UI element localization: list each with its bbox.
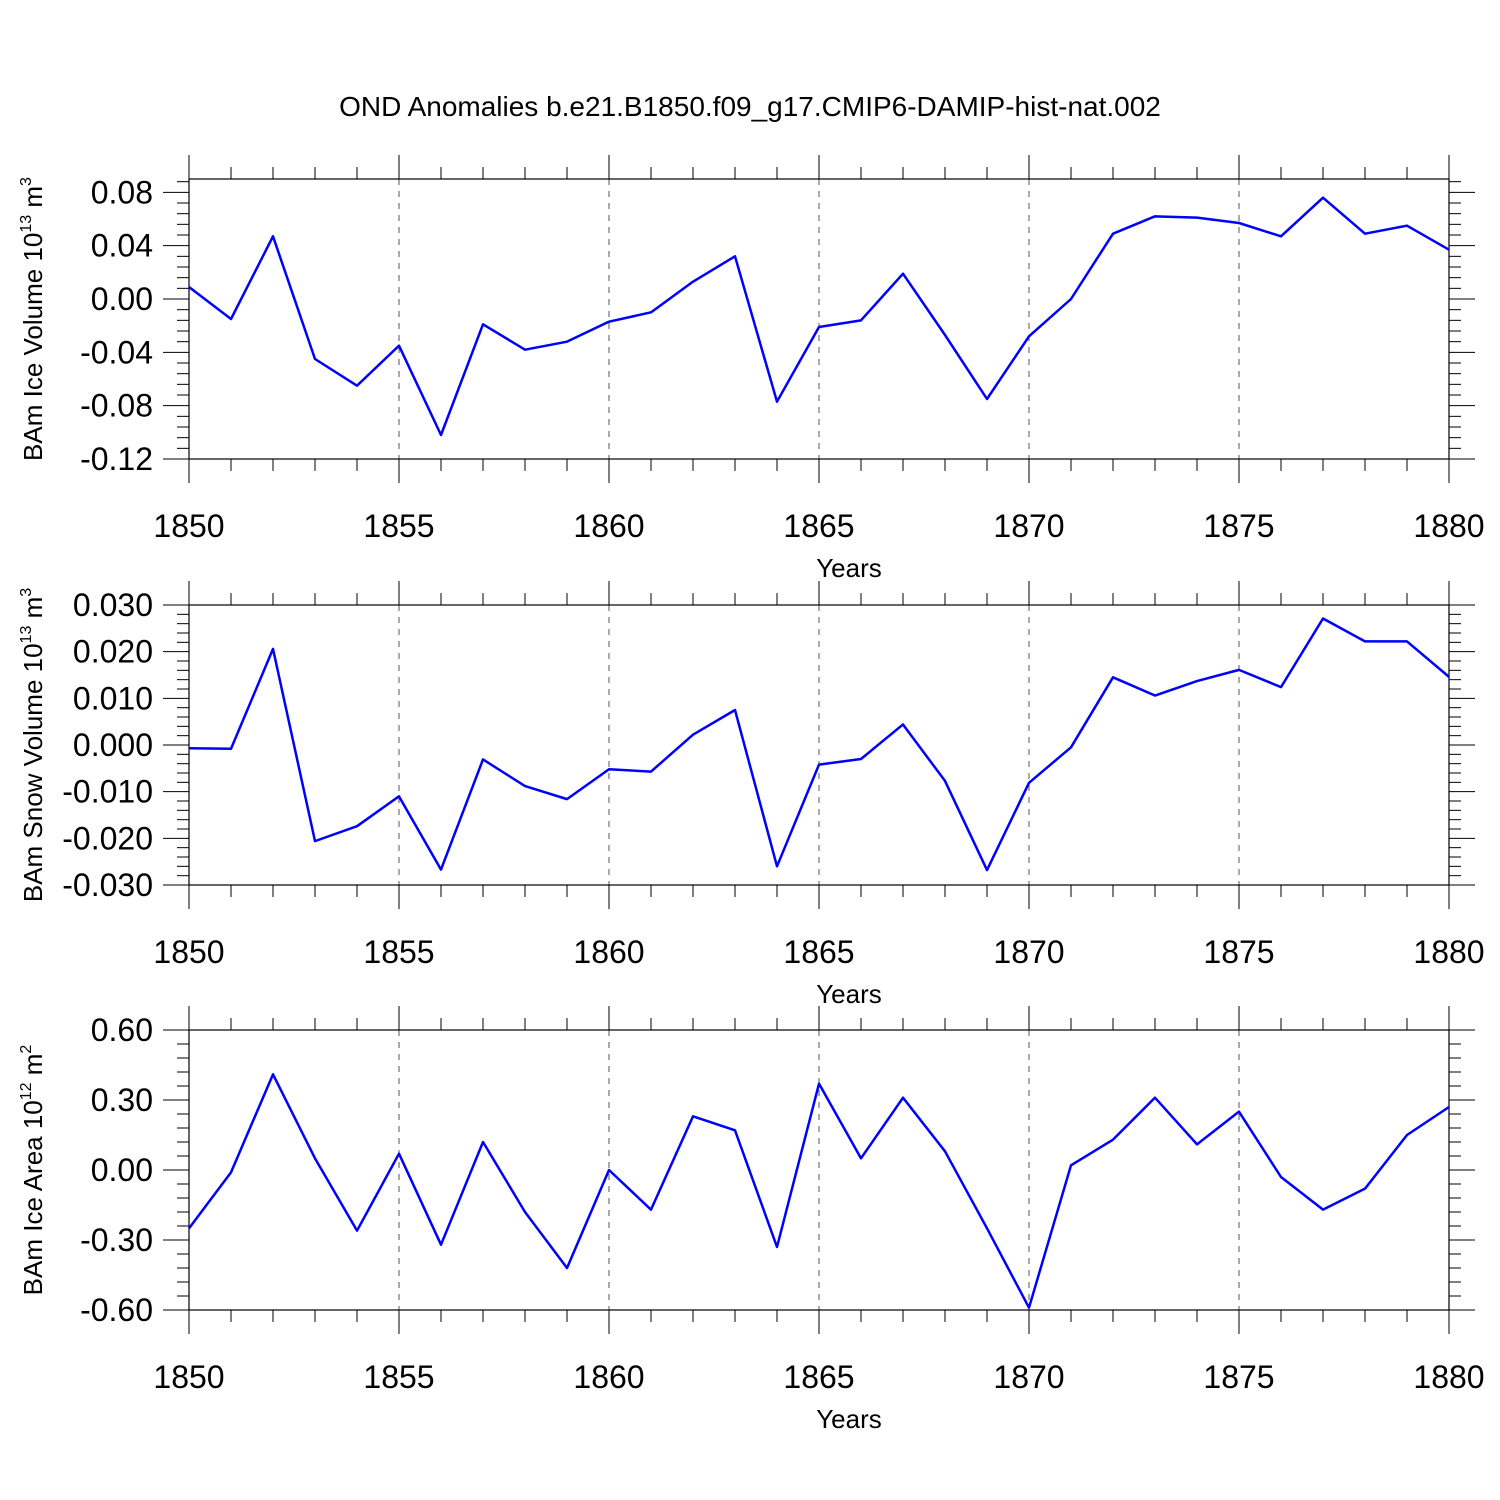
y-axis-title: BAm Snow Volume 1013 m3 <box>18 588 48 902</box>
x-tick-label: 1855 <box>363 508 434 544</box>
y-axis-title-text: BAm Snow Volume 10 <box>18 643 48 902</box>
x-tick-label: 1865 <box>783 508 854 544</box>
y-tick-label: -0.08 <box>80 388 153 424</box>
x-tick-label: 1880 <box>1413 1359 1484 1395</box>
panels: -0.12 -0.08 -0.04 0.00 0.04 0.08 1850 1855 1860 1… <box>18 155 1485 1434</box>
x-tick-label: 1855 <box>363 1359 434 1395</box>
y-axis-title-exponent: 13 <box>18 626 35 644</box>
x-axis-title: Years <box>816 553 882 583</box>
chart-panel-3: -0.60 -0.30 0.00 0.30 0.60 1850 1855 1860 1865 18… <box>18 1006 1485 1434</box>
x-tick-label: 1855 <box>363 934 434 970</box>
y-tick-label: -0.030 <box>62 867 153 903</box>
series-line <box>188 196 1450 437</box>
y-axis-title-exponent: 3 <box>18 177 35 186</box>
x-tick-label: 1850 <box>153 1359 224 1395</box>
y-tick-label: -0.010 <box>62 774 153 810</box>
y-tick-label: -0.30 <box>80 1222 153 1258</box>
y-tick-label: 0.60 <box>91 1012 153 1048</box>
chart-panel-1: -0.12 -0.08 -0.04 0.00 0.04 0.08 1850 1855 1860 1… <box>18 155 1485 583</box>
x-tick-label: 1875 <box>1203 934 1274 970</box>
y-axis-title-exponent: 2 <box>18 1045 35 1054</box>
x-tick-label: 1875 <box>1203 508 1274 544</box>
series-line <box>188 1073 1450 1309</box>
y-tick-label: 0.00 <box>91 1152 153 1188</box>
y-tick-label: 0.020 <box>73 634 153 670</box>
y-tick-label: 0.08 <box>91 174 153 210</box>
x-axis-title: Years <box>816 1404 882 1434</box>
chart-panel-2: -0.030 -0.020 -0.010 0.000 0.010 0.020 0.030 18… <box>18 581 1485 1009</box>
x-tick-label: 1870 <box>993 508 1064 544</box>
y-axis-title: BAm Ice Volume 1013 m3 <box>18 177 48 461</box>
y-axis-title-text: BAm Ice Area 10 <box>18 1100 48 1295</box>
x-tick-label: 1850 <box>153 508 224 544</box>
y-tick-label: -0.04 <box>80 334 153 370</box>
y-axis-title-text: m <box>18 597 48 626</box>
x-axis-title: Years <box>816 979 882 1009</box>
y-axis-title-exponent: 3 <box>18 588 35 597</box>
x-tick-label: 1860 <box>573 508 644 544</box>
y-tick-label: -0.12 <box>80 441 153 477</box>
y-axis-title: BAm Ice Area 1012 m2 <box>18 1045 48 1296</box>
x-tick-label: 1865 <box>783 934 854 970</box>
x-tick-label: 1870 <box>993 934 1064 970</box>
y-tick-label: 0.30 <box>91 1082 153 1118</box>
y-tick-label: 0.010 <box>73 680 153 716</box>
y-axis-title-exponent: 12 <box>18 1082 35 1100</box>
chart-title: OND Anomalies b.e21.B1850.f09_g17.CMIP6-… <box>339 91 1161 122</box>
x-tick-label: 1875 <box>1203 1359 1274 1395</box>
x-tick-label: 1880 <box>1413 934 1484 970</box>
x-tick-label: 1865 <box>783 1359 854 1395</box>
y-tick-label: 0.00 <box>91 281 153 317</box>
x-tick-label: 1880 <box>1413 508 1484 544</box>
x-tick-label: 1860 <box>573 1359 644 1395</box>
y-tick-label: 0.030 <box>73 587 153 623</box>
y-axis-title-text: m <box>18 1054 48 1083</box>
y-axis-title-text: BAm Ice Volume 10 <box>18 233 48 461</box>
x-tick-label: 1850 <box>153 934 224 970</box>
series-line <box>188 617 1450 872</box>
y-axis-title-exponent: 13 <box>18 215 35 233</box>
y-tick-label: -0.020 <box>62 820 153 856</box>
x-tick-label: 1860 <box>573 934 644 970</box>
x-tick-label: 1870 <box>993 1359 1064 1395</box>
y-tick-label: -0.60 <box>80 1292 153 1328</box>
y-axis-title-text: m <box>18 186 48 215</box>
y-tick-label: 0.04 <box>91 228 153 264</box>
y-tick-label: 0.000 <box>73 727 153 763</box>
